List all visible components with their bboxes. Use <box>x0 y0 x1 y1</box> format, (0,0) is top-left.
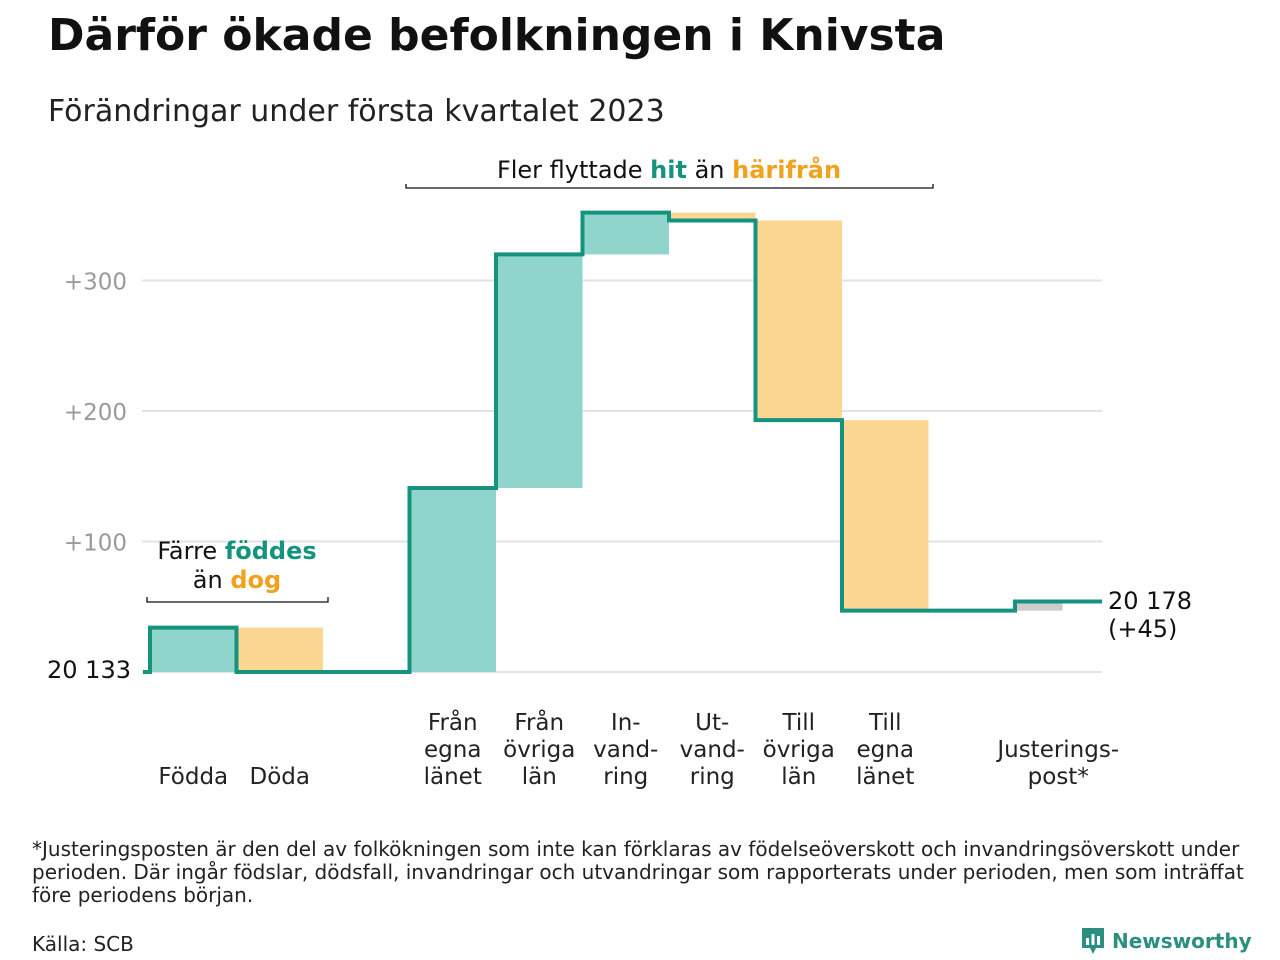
category-label: post* <box>1028 764 1089 790</box>
category-label: vand- <box>680 737 745 763</box>
end-change-label: (+45) <box>1108 615 1177 643</box>
category-label: övriga <box>763 737 835 763</box>
category-label: Till <box>868 710 902 736</box>
category-label: Från <box>428 708 478 736</box>
bar-decrease <box>236 627 323 672</box>
running-total-line <box>143 210 1102 674</box>
y-tick-label: +100 <box>64 531 127 557</box>
y-tick-label: +200 <box>64 400 127 426</box>
start-value-label: 20 133 <box>47 656 131 684</box>
category-label: egna <box>857 737 914 763</box>
migration-annotation: Fler flyttade hit än härifrån <box>497 155 841 184</box>
category-label: län <box>522 764 557 790</box>
category-label: ring <box>603 764 648 790</box>
migration-bracket <box>405 184 934 189</box>
category-label: län <box>781 764 816 790</box>
y-tick-label: +300 <box>64 270 127 296</box>
newsworthy-logo-icon <box>1082 928 1104 954</box>
category-label: Justerings- <box>995 737 1119 763</box>
births-annotation-line2: än dog <box>193 566 281 594</box>
category-label: övriga <box>503 737 575 763</box>
category-label: Från <box>514 708 564 736</box>
bar-decrease <box>755 220 842 421</box>
category-label: Födda <box>158 764 228 790</box>
source-label: Källa: SCB <box>32 932 134 956</box>
brand-logo[interactable]: Newsworthy <box>1080 926 1252 956</box>
bar-adjust <box>1015 601 1063 611</box>
category-label: länet <box>424 764 482 790</box>
category-label: Till <box>781 710 815 736</box>
births-bracket <box>146 597 329 603</box>
category-label: vand- <box>593 737 658 763</box>
category-label: egna <box>424 737 481 763</box>
category-label: länet <box>856 764 914 790</box>
category-label: Döda <box>250 764 310 790</box>
bar-increase <box>496 254 583 488</box>
chart-subtitle: Förändringar under första kvartalet 2023 <box>48 94 665 129</box>
category-label: ring <box>690 764 735 790</box>
category-label: Ut- <box>695 710 729 736</box>
end-value-label: 20 178 <box>1108 587 1192 615</box>
brand-name: Newsworthy <box>1112 929 1252 953</box>
chart-title: Därför ökade befolkningen i Knivsta <box>48 10 946 61</box>
category-label: In- <box>611 710 641 736</box>
bar-increase <box>409 487 496 672</box>
footnote: *Justeringsposten är den del av folkökni… <box>32 837 1244 907</box>
bar-decrease <box>842 420 929 611</box>
bar-increase <box>582 212 669 255</box>
bar-decrease <box>669 212 756 221</box>
bar-increase <box>150 627 237 672</box>
births-annotation-line1: Färre föddes <box>157 537 316 565</box>
